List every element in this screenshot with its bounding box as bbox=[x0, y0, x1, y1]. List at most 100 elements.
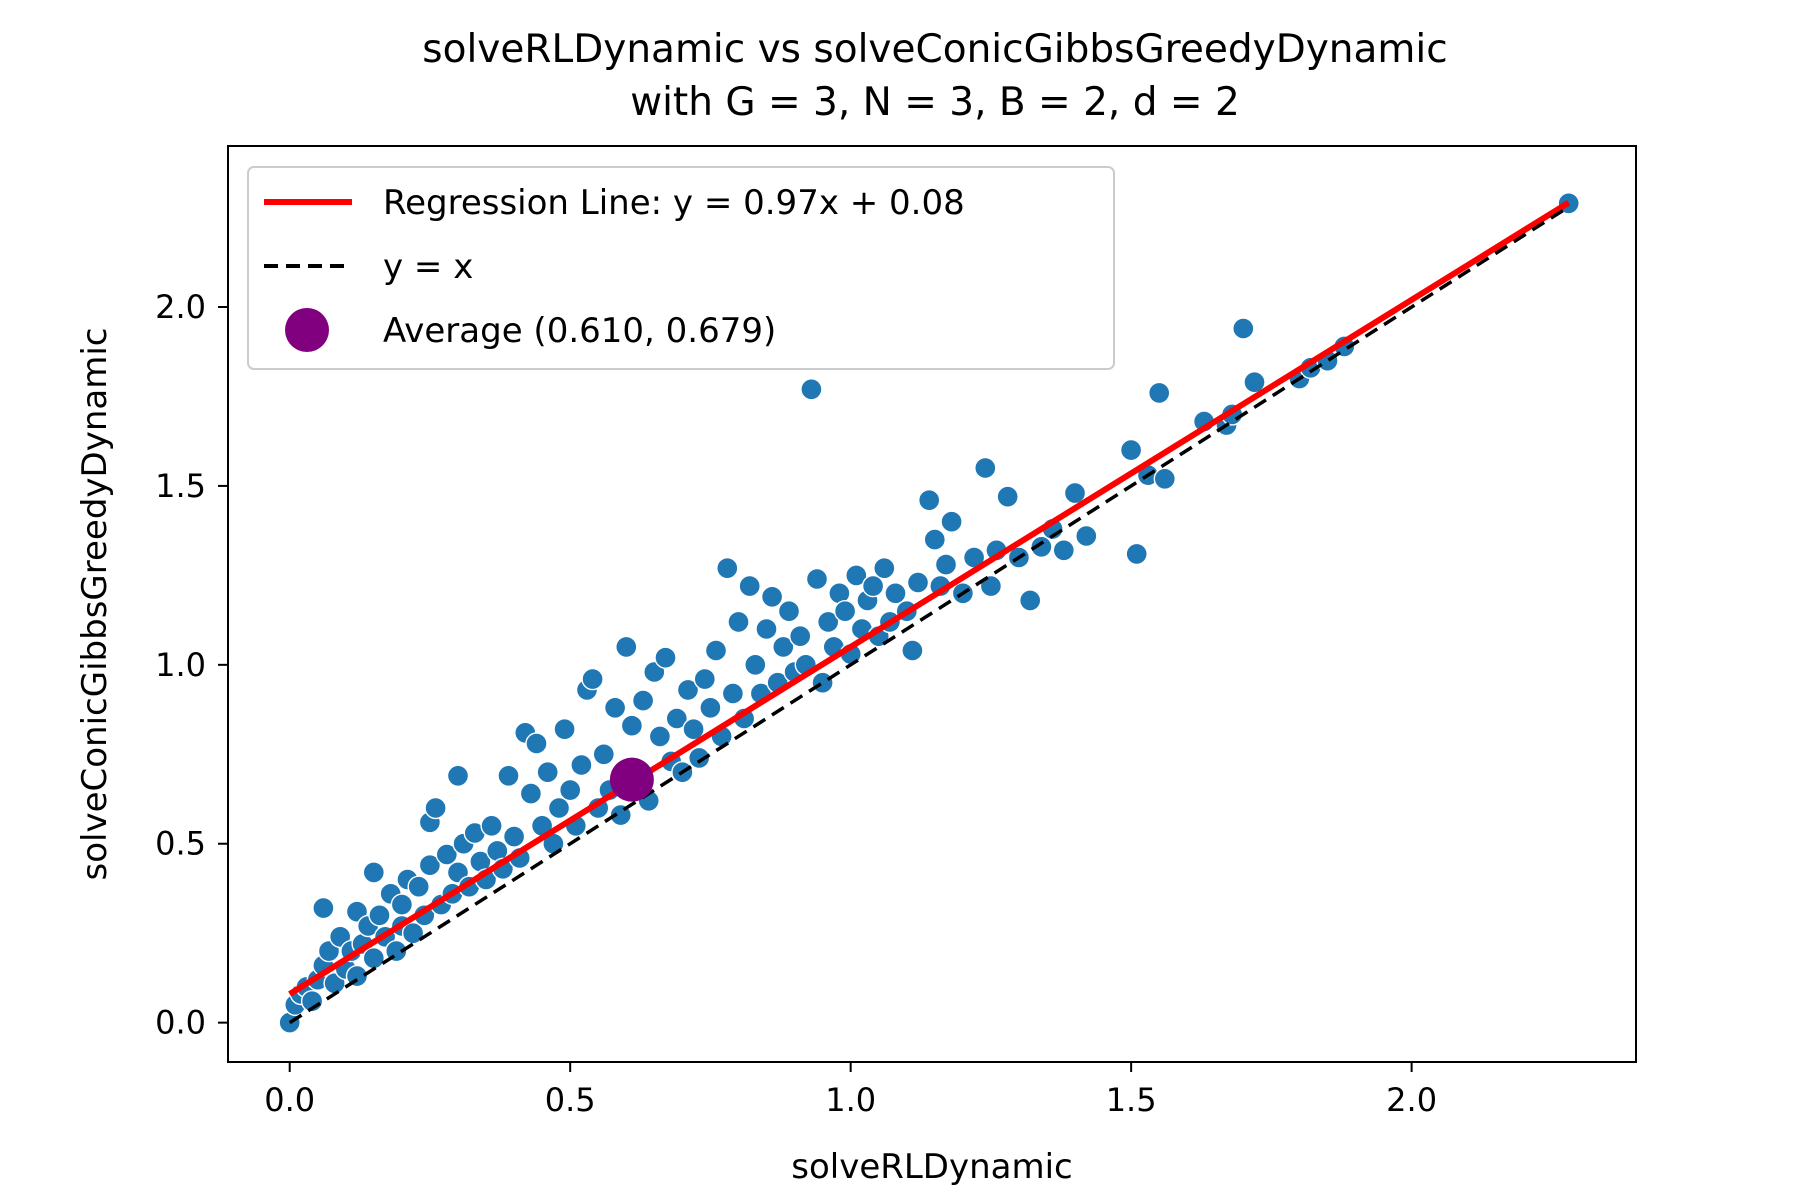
scatter-point bbox=[547, 796, 571, 820]
scatter-point bbox=[312, 896, 335, 920]
scatter-point bbox=[721, 682, 745, 705]
scatter-point bbox=[603, 696, 627, 719]
scatter-point bbox=[918, 489, 941, 512]
scatter-point bbox=[1075, 524, 1098, 548]
scatter-point bbox=[1147, 381, 1171, 405]
scatter-point bbox=[906, 571, 930, 594]
scatter-point bbox=[418, 854, 442, 877]
y-axis-ticks: 0.0 0.5 1.0 1.5 2.0 bbox=[155, 288, 228, 1042]
y-axis-label: solveConicGibbsGreedyDynamic bbox=[75, 328, 115, 881]
scatter-point bbox=[553, 718, 576, 741]
scatter-point bbox=[497, 764, 520, 787]
scatter-point bbox=[480, 814, 503, 837]
scatter-point bbox=[811, 671, 834, 694]
scatter-point bbox=[845, 564, 868, 587]
scatter-point bbox=[744, 653, 767, 676]
chart-title-line2: with G = 3, N = 3, B = 2, d = 2 bbox=[630, 80, 1240, 125]
y-tick-label: 1.5 bbox=[155, 467, 206, 505]
scatter-point bbox=[1243, 371, 1266, 394]
scatter-point bbox=[362, 947, 385, 970]
scatter-point bbox=[688, 746, 711, 770]
chart-lines bbox=[288, 200, 1571, 1025]
legend-box bbox=[247, 166, 1115, 370]
scatter-point bbox=[800, 378, 823, 401]
scatter-point bbox=[581, 667, 604, 691]
scatter-point bbox=[1153, 467, 1177, 490]
scatter-point bbox=[368, 904, 391, 927]
y-tick-label: 1.0 bbox=[155, 646, 206, 684]
scatter-point bbox=[648, 725, 672, 748]
legend-average-swatch bbox=[285, 308, 329, 352]
scatter-point bbox=[1052, 539, 1076, 562]
x-tick-label: 0.0 bbox=[264, 1081, 315, 1119]
y-tick-label: 0.0 bbox=[155, 1004, 206, 1042]
legend-regression-label: Regression Line: y = 0.97x + 0.08 bbox=[383, 183, 965, 223]
scatter-point bbox=[861, 574, 885, 598]
scatter-point bbox=[592, 743, 615, 766]
scatter-point bbox=[760, 585, 784, 608]
scatter-point bbox=[615, 635, 638, 659]
scatter-point bbox=[934, 553, 958, 576]
scatter-point bbox=[805, 567, 829, 591]
scatter-point bbox=[1125, 542, 1148, 566]
scatter-point bbox=[873, 557, 896, 580]
scatter-point bbox=[390, 893, 414, 916]
average-marker-layer bbox=[609, 757, 654, 802]
scatter-point bbox=[676, 678, 700, 702]
scatter-point bbox=[1063, 481, 1087, 505]
scatter-point bbox=[833, 600, 857, 623]
scatter-point bbox=[1232, 317, 1255, 340]
scatter-point bbox=[631, 689, 655, 712]
scatter-point bbox=[817, 610, 840, 634]
scatter-point bbox=[620, 714, 644, 737]
scatter-point bbox=[974, 456, 997, 480]
scatter-point bbox=[901, 639, 924, 662]
x-tick-label: 2.0 bbox=[1386, 1081, 1437, 1119]
scatter-point bbox=[940, 510, 963, 533]
y-tick-label: 2.0 bbox=[155, 288, 206, 326]
plot-area-frame bbox=[227, 145, 1637, 1063]
scatter-point bbox=[502, 825, 526, 848]
regression-line bbox=[288, 200, 1571, 997]
scatter-point bbox=[362, 861, 385, 884]
scatter-point bbox=[654, 646, 677, 669]
scatter-point bbox=[407, 875, 430, 898]
average-marker bbox=[609, 757, 654, 802]
identity-line bbox=[288, 205, 1570, 1025]
x-tick-label: 1.0 bbox=[825, 1081, 876, 1119]
scatter-point bbox=[716, 557, 739, 580]
scatter-point bbox=[424, 796, 447, 820]
scatter-point bbox=[979, 574, 1003, 598]
x-axis-label: solveRLDynamic bbox=[791, 1147, 1073, 1187]
scatter-point bbox=[1018, 589, 1042, 612]
scatter-point bbox=[996, 485, 1019, 508]
scatter-point bbox=[923, 528, 946, 551]
scatter-point bbox=[693, 667, 716, 691]
scatter-point bbox=[401, 922, 425, 945]
scatter-point bbox=[525, 732, 548, 755]
scatter-point bbox=[727, 610, 750, 634]
scatter-point bbox=[665, 707, 688, 730]
chart-title-line1: solveRLDynamic vs solveConicGibbsGreedyD… bbox=[422, 27, 1447, 72]
legend: Regression Line: y = 0.97x + 0.08 y = x … bbox=[247, 166, 1115, 370]
y-tick-label: 0.5 bbox=[155, 825, 206, 863]
legend-average-label: Average (0.610, 0.679) bbox=[383, 311, 776, 351]
scatter-point bbox=[738, 574, 761, 598]
scatter-point bbox=[789, 625, 812, 648]
scatter-point bbox=[777, 600, 801, 623]
scatter-point bbox=[704, 639, 728, 662]
scatter-point bbox=[1030, 535, 1053, 558]
scatter-point bbox=[435, 843, 458, 866]
scatter-point bbox=[570, 753, 593, 777]
x-tick-label: 0.5 bbox=[545, 1081, 596, 1119]
x-tick-label: 1.5 bbox=[1106, 1081, 1157, 1119]
x-axis-ticks: 0.0 0.5 1.0 1.5 2.0 bbox=[264, 1062, 1437, 1119]
scatter-point bbox=[772, 635, 795, 659]
legend-identity-label: y = x bbox=[383, 247, 473, 287]
scatter-point bbox=[1119, 438, 1143, 462]
scatter-point bbox=[755, 617, 778, 641]
scatter-point bbox=[559, 778, 582, 802]
scatter-point bbox=[884, 582, 907, 605]
scatter-point bbox=[519, 782, 543, 805]
